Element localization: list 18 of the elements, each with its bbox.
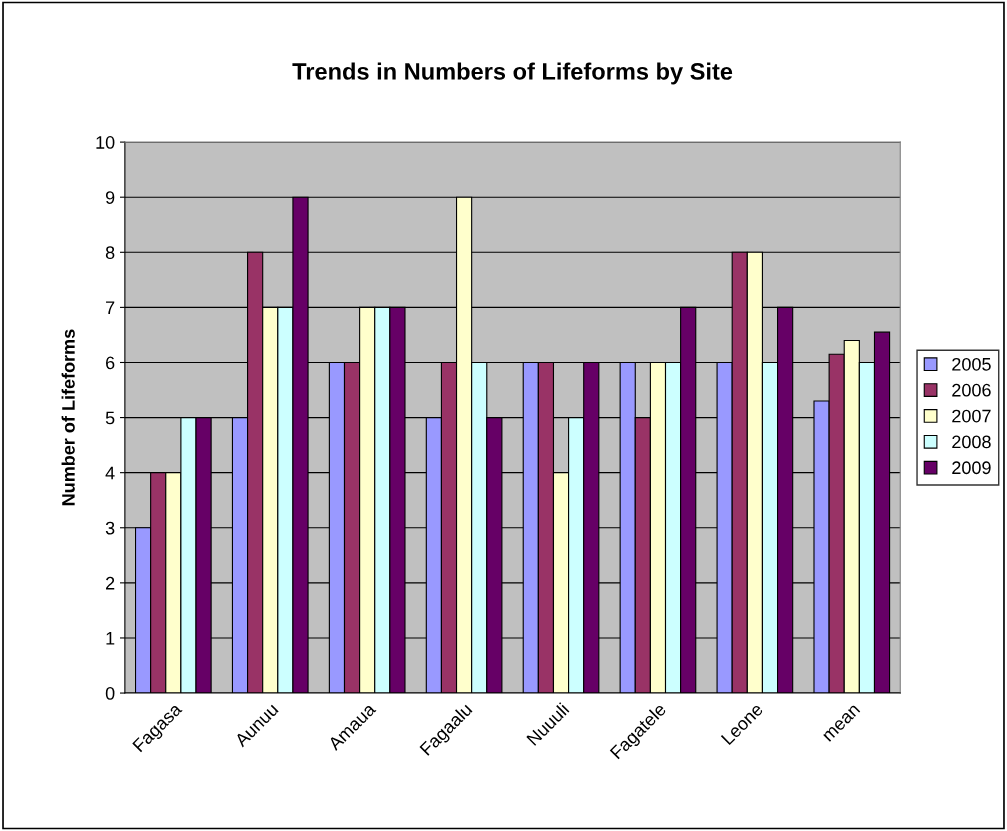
y-tick-label: 1 [106, 632, 115, 645]
y-tick-label: 0 [105, 686, 115, 700]
y-tick-label: 6 [106, 356, 115, 370]
legend-label: 2006 [952, 383, 991, 397]
legend-label: 2005 [952, 357, 991, 371]
y-tick-label: 3 [105, 521, 115, 535]
y-tick-label: 2 [106, 576, 115, 590]
chart-title: Trends in Numbers of Lifeforms by Site [292, 62, 733, 85]
y-tick-label: 7 [106, 301, 115, 314]
y-tick-label: 8 [105, 246, 115, 260]
legend-label: 2009 [952, 461, 991, 475]
legend-label: 2008 [952, 435, 991, 449]
y-tick-label: 9 [105, 191, 115, 204]
legend-label: 2007 [952, 409, 991, 423]
y-tick-label: 10 [96, 136, 115, 149]
y-tick-label: 4 [105, 466, 115, 480]
y-axis-title: Number of Lifeforms [61, 329, 75, 506]
y-tick-label: 5 [105, 411, 115, 425]
